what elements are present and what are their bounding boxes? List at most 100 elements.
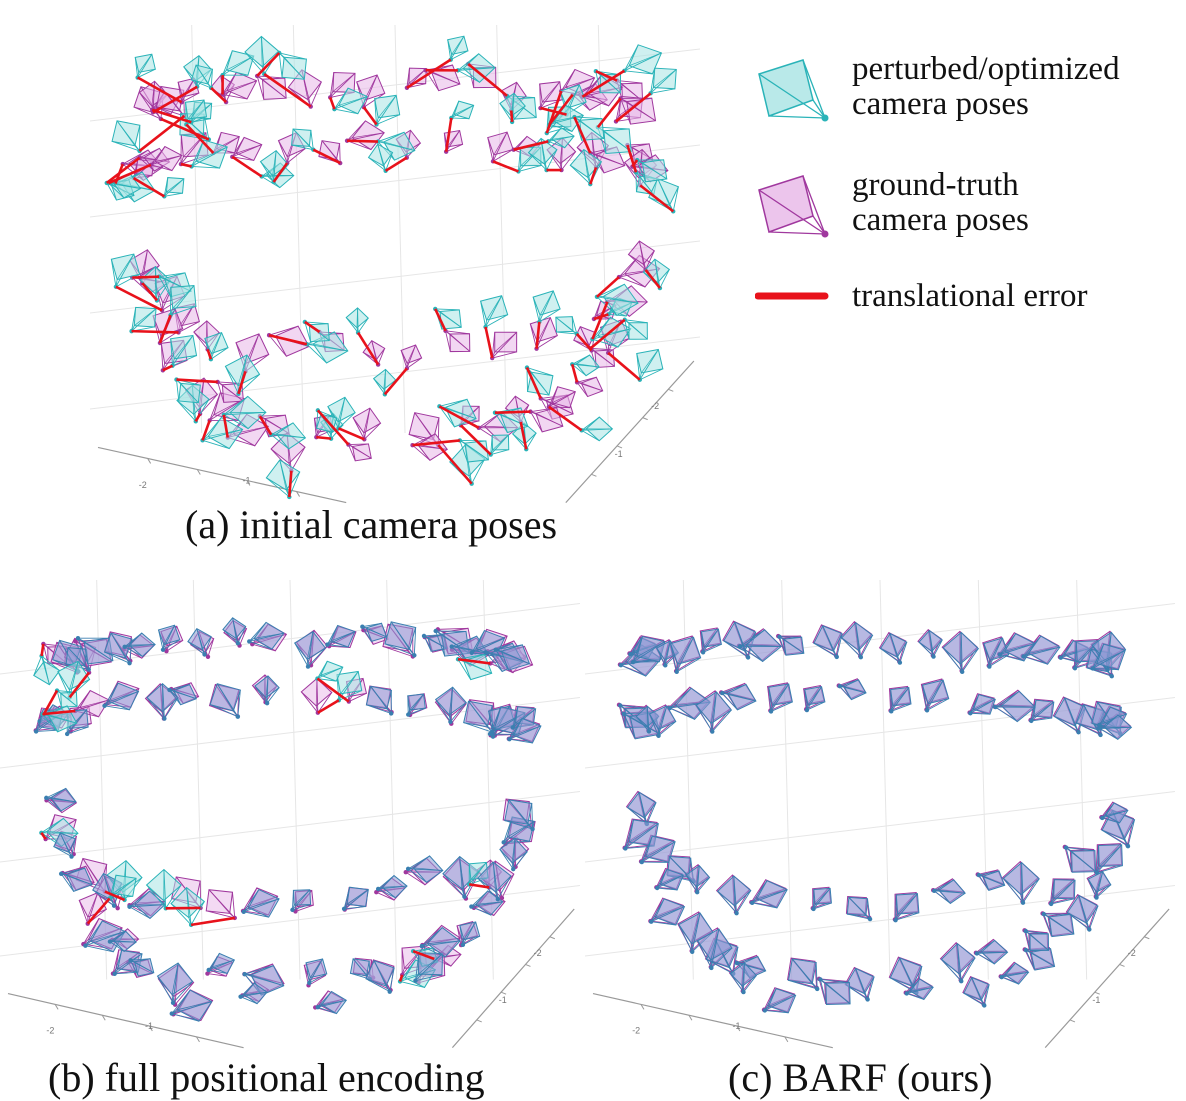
optimized-camera	[449, 100, 475, 121]
camera-diagonal	[696, 865, 700, 887]
camera-center-dot	[387, 989, 392, 994]
camera-frustum-edge	[1087, 878, 1097, 898]
camera-frustum-edge	[42, 713, 58, 733]
camera-frustum-edge	[208, 969, 228, 974]
camera-frustum-edge	[592, 338, 619, 348]
axis-tick-mark	[296, 491, 300, 497]
camera-frustum-edge	[891, 703, 912, 712]
error-line	[42, 689, 59, 716]
camera-frustum-edge	[450, 50, 469, 61]
camera-frustum-edge	[400, 350, 408, 369]
camera-frustum-edge	[906, 978, 920, 994]
camera-diagonal	[470, 862, 487, 880]
camera-center-dot	[1020, 900, 1026, 905]
axis-line	[565, 360, 695, 504]
camera-frustum-edge	[384, 643, 415, 656]
camera-center-dot	[762, 1008, 768, 1013]
camera-diagonal	[500, 413, 528, 427]
camera-diagonal	[195, 146, 228, 162]
error-line	[398, 974, 404, 982]
error-line	[206, 348, 213, 360]
camera-diagonal	[82, 858, 101, 887]
camera-center-dot	[1096, 722, 1102, 728]
camera-center-dot	[1109, 674, 1114, 679]
camera-frustum-edge	[292, 890, 294, 910]
camera-frustum-edge	[405, 871, 426, 886]
camera-diagonal	[79, 699, 110, 708]
legend-item-optimized: perturbed/optimized camera poses	[755, 52, 1120, 122]
optimized-camera	[345, 307, 369, 335]
camera-frustum-edge	[571, 363, 587, 377]
ground-truth-cameras	[33, 619, 541, 1022]
camera-diagonal	[889, 633, 898, 658]
camera-frustum-edge	[442, 873, 465, 897]
camera-center-dot	[242, 971, 247, 977]
camera-frustum-edge	[172, 981, 193, 1004]
camera-center-dot	[75, 636, 81, 641]
optimized-camera	[976, 870, 1006, 892]
optimized-camera	[268, 422, 307, 450]
camera-frustum-edge	[249, 632, 284, 642]
optimized-camera	[921, 679, 950, 713]
camera-diagonal	[475, 637, 505, 649]
camera-frustum-edge	[750, 879, 767, 903]
camera-frustum-edge	[526, 367, 528, 392]
camera-diagonal	[321, 999, 347, 1006]
camera-center-dot	[169, 1011, 174, 1016]
ground-truth-camera	[588, 146, 626, 174]
optimized-camera	[889, 687, 912, 714]
camera-frustum-edge	[313, 418, 317, 438]
camera-frustum-edge	[471, 890, 489, 907]
legend-ground-truth-line1: ground-truth	[852, 167, 1019, 203]
camera-frustum-edge	[445, 330, 470, 335]
error-line	[607, 351, 641, 381]
caption-b: (b) full positional encoding	[48, 1055, 485, 1100]
error-line	[185, 123, 215, 154]
camera-frustum-edge	[650, 898, 665, 922]
camera-frustum-edge	[92, 889, 115, 907]
camera-center-dot	[205, 654, 211, 660]
camera-diagonal	[971, 977, 982, 1001]
optimized-cameras	[104, 35, 680, 500]
camera-frustum-edge	[69, 661, 79, 698]
camera-frustum-edge	[593, 301, 601, 320]
error-line	[589, 318, 626, 350]
camera-diagonal	[989, 637, 1003, 661]
camera-center-dot	[818, 977, 823, 982]
camera-center-dot	[419, 943, 425, 949]
camera-frustum-edge	[210, 347, 229, 360]
camera-frustum-edge	[260, 161, 275, 183]
camera-frustum-edge	[317, 991, 332, 1008]
optimized-camera	[811, 887, 832, 912]
camera-frustum-edge	[61, 867, 85, 875]
optimized-camera	[122, 632, 156, 658]
axis-tick-label: -1	[243, 475, 251, 485]
camera-frustum-edge	[978, 870, 1000, 876]
camera-frustum-edge	[529, 323, 538, 349]
optimized-camera	[555, 316, 579, 337]
optimized-camera	[75, 636, 114, 665]
camera-frustum-edge	[259, 414, 286, 417]
camera-frustum-edge	[310, 81, 322, 107]
optimized-camera	[648, 67, 677, 96]
camera-frustum-edge	[922, 685, 928, 711]
camera-frustum-edge	[752, 902, 778, 909]
legend-optimized-line1: perturbed/optimized	[852, 51, 1120, 87]
camera-diagonal	[710, 928, 720, 960]
error-line	[288, 470, 293, 498]
camera-frustum-edge	[412, 444, 431, 461]
camera-frustum-edge	[491, 332, 496, 359]
ground-truth-camera	[574, 376, 604, 398]
camera-diagonal	[513, 725, 542, 736]
camera-frustum-edge	[159, 272, 186, 278]
camera-frustum-edge	[160, 343, 164, 371]
camera-frustum-edge	[346, 120, 366, 142]
camera-diagonal	[134, 961, 154, 974]
camera-frustum-edge	[619, 705, 627, 728]
camera-diagonal	[629, 823, 659, 843]
camera-frustum-edge	[988, 637, 1003, 667]
optimized-camera	[999, 962, 1030, 985]
camera-frustum-edge	[1031, 717, 1052, 722]
camera-diagonal	[768, 994, 796, 1007]
camera-diagonal	[154, 155, 182, 163]
